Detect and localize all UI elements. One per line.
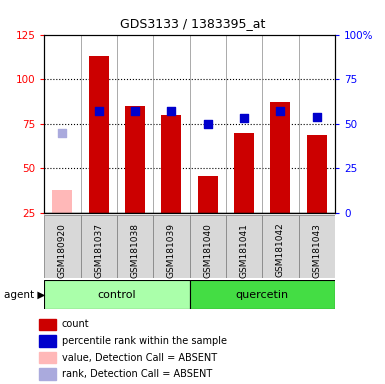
Bar: [270, 103, 290, 213]
Bar: [226, 215, 262, 278]
Point: [168, 108, 174, 114]
Point: [314, 114, 320, 120]
Bar: [52, 190, 72, 213]
Text: GSM181042: GSM181042: [276, 223, 285, 277]
Text: count: count: [62, 319, 89, 329]
Bar: [117, 215, 153, 278]
Bar: [89, 56, 109, 213]
Text: GSM181041: GSM181041: [239, 223, 249, 278]
Text: GSM181040: GSM181040: [203, 223, 212, 278]
Text: GDS3133 / 1383395_at: GDS3133 / 1383395_at: [120, 17, 265, 30]
Bar: [153, 215, 189, 278]
Text: agent ▶: agent ▶: [4, 290, 45, 300]
Bar: [190, 215, 226, 278]
Text: control: control: [98, 290, 136, 300]
Bar: [234, 133, 254, 213]
Text: GSM181039: GSM181039: [167, 223, 176, 278]
Bar: [190, 280, 335, 309]
Bar: [44, 215, 80, 278]
Bar: [299, 215, 335, 278]
Point: [205, 121, 211, 127]
Text: GSM180920: GSM180920: [58, 223, 67, 278]
Text: rank, Detection Call = ABSENT: rank, Detection Call = ABSENT: [62, 369, 212, 379]
Point: [241, 116, 247, 122]
Point: [132, 108, 138, 114]
Point: [96, 108, 102, 114]
Text: GSM181043: GSM181043: [312, 223, 321, 278]
Bar: [262, 215, 299, 278]
Bar: [125, 106, 145, 213]
Text: GSM181038: GSM181038: [131, 223, 140, 278]
Text: quercetin: quercetin: [236, 290, 289, 300]
Text: value, Detection Call = ABSENT: value, Detection Call = ABSENT: [62, 353, 217, 362]
Bar: [307, 134, 327, 213]
Point: [277, 108, 283, 114]
Text: GSM181037: GSM181037: [94, 223, 103, 278]
Bar: [198, 175, 218, 213]
Text: percentile rank within the sample: percentile rank within the sample: [62, 336, 227, 346]
Bar: [161, 115, 181, 213]
Bar: [80, 215, 117, 278]
Bar: [44, 280, 190, 309]
Point: [59, 130, 65, 136]
